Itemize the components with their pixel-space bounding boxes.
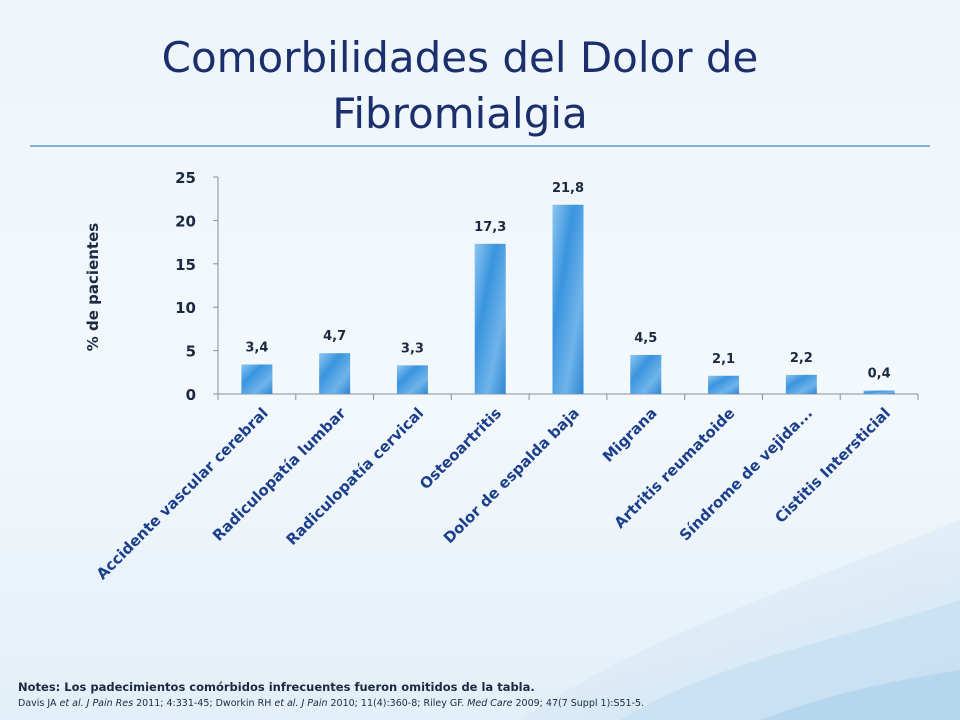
references-text: Davis JA et al. J Pain Res 2011; 4:331-4… [18,698,644,709]
ref-3: 2011; 4:331-45; Dworkin RH [133,698,275,709]
page-title: Comorbilidades del Dolor de Fibromialgia [60,30,860,142]
data-label: 2,2 [790,351,813,366]
data-label: 4,5 [634,331,657,346]
bar-chart: % de pacientes 3,4 4,7 3,3 17,3 21,8 4,5 2,1 2,… [84,169,919,583]
notes-text: Notes: Los padecimientos comórbidos infr… [18,680,535,694]
ref-6: Med Care [467,698,513,709]
data-label: 0,4 [868,367,891,382]
data-label: 2,1 [712,352,735,367]
bar [241,364,273,394]
ref-5: 2010; 11(4):360-8; Riley GF. [327,698,468,709]
y-tick-label: 15 [175,256,196,274]
x-tick-label: Dolor de espalda baja [440,404,583,547]
bar [630,354,662,394]
x-tick-label: Radiculopatía lumbar [209,404,350,545]
y-tick-label: 0 [186,386,196,404]
data-label: 3,3 [401,341,424,356]
bar [863,390,895,394]
x-tick-label: Osteoartritis [416,404,505,493]
data-label: 17,3 [474,220,506,235]
x-tick-label: Síndrome de vejida... [676,404,816,544]
bar [785,374,817,394]
x-tick-label: Radiculopatía cervical [283,404,428,549]
title-line-2: Fibromialgia [332,89,588,138]
y-tick-label: 10 [175,299,196,317]
data-label: 4,7 [323,329,346,344]
x-tick-label: Migrana [599,404,661,466]
data-label: 21,8 [552,181,584,196]
x-tick-label: Accidente vascular cerebral [93,404,272,583]
data-label: 3,4 [245,340,268,355]
title-divider [30,145,930,147]
bar [319,353,351,394]
bar [474,243,506,394]
y-tick-label: 25 [175,169,196,187]
bar [396,365,428,394]
ref-7: 2009; 47(7 Suppl 1):S51-5. [512,698,645,709]
bar [708,375,740,394]
title-line-1: Comorbilidades del Dolor de [161,33,759,82]
ref-2: et al. J Pain Res [59,698,134,709]
ref-1: Davis JA [18,698,60,709]
y-tick-label: 20 [175,212,196,230]
y-axis-label: % de pacientes [84,223,102,351]
bar [552,204,584,394]
y-tick-label: 5 [186,343,196,361]
ref-4: et al. J Pain [274,698,328,709]
